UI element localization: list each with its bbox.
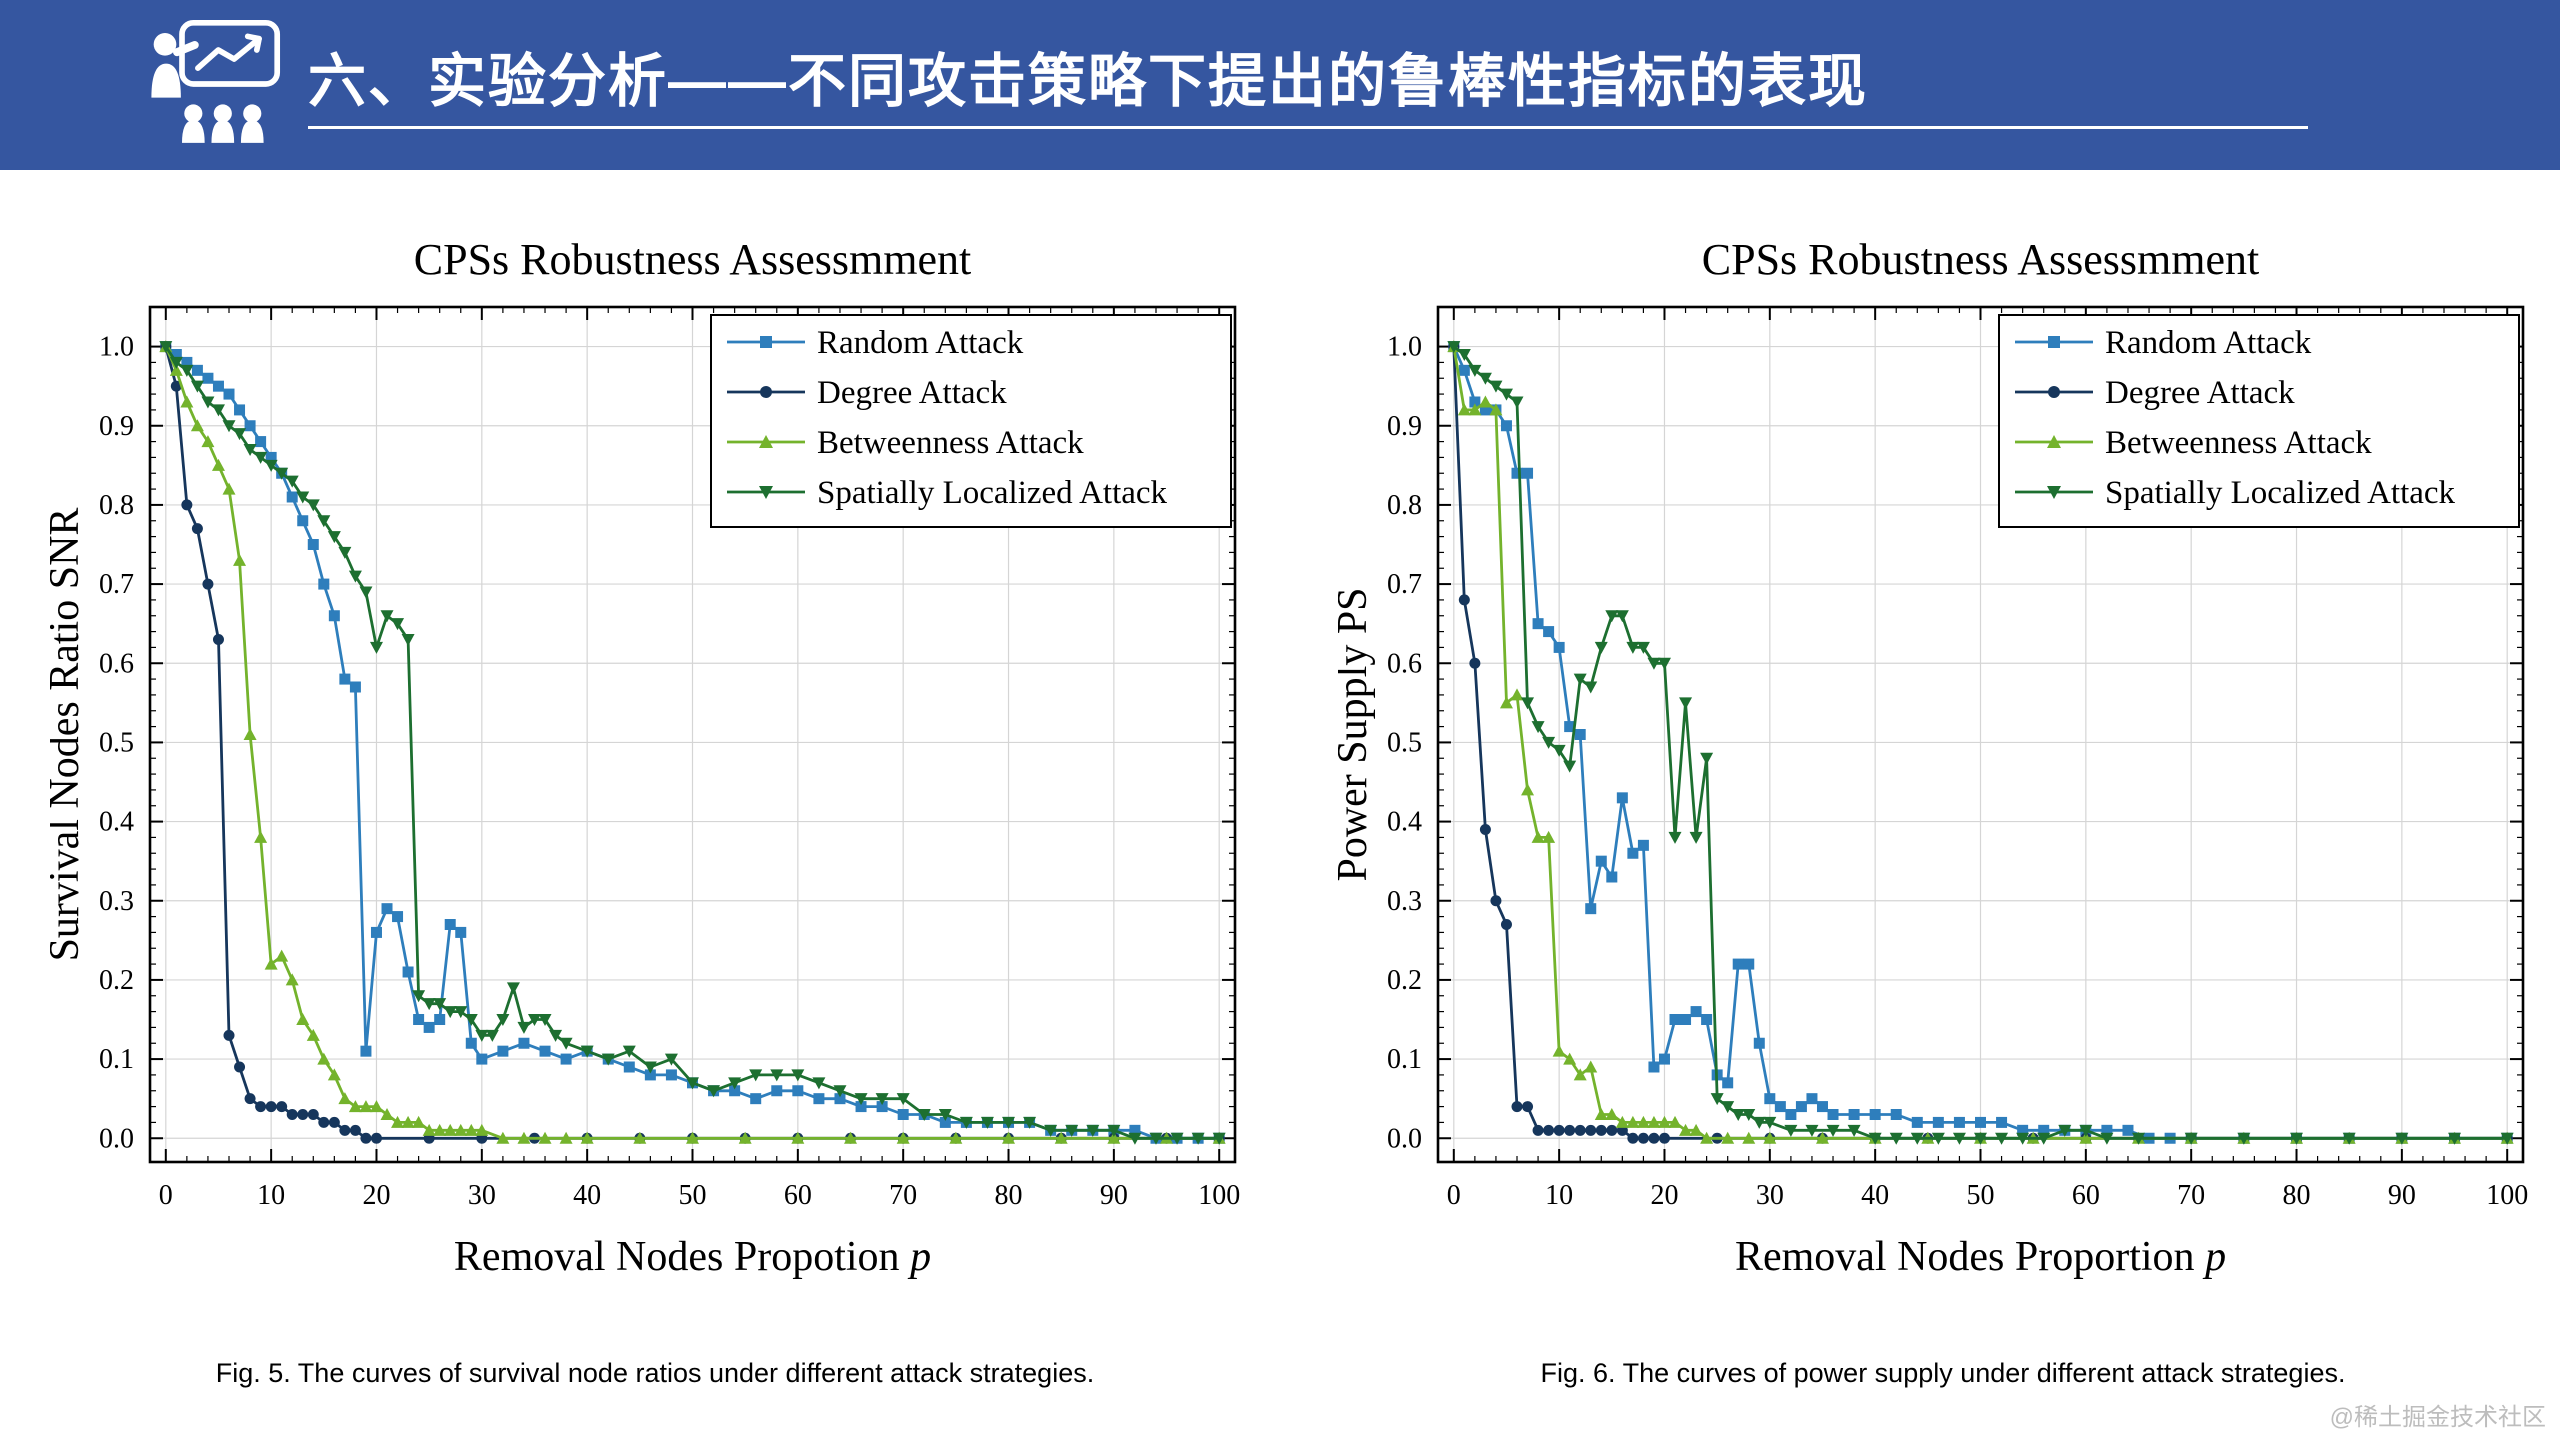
- series-betweenness-attack: [159, 340, 1226, 1144]
- y-axis-label: Power Supply PS: [1338, 587, 1376, 881]
- svg-text:0.2: 0.2: [99, 965, 134, 996]
- svg-text:0.3: 0.3: [99, 886, 134, 917]
- svg-text:20: 20: [1650, 1180, 1678, 1211]
- svg-text:0.3: 0.3: [1387, 886, 1422, 917]
- legend-label: Betweenness Attack: [2105, 425, 2372, 461]
- svg-text:50: 50: [1967, 1180, 1995, 1211]
- svg-text:0.6: 0.6: [1387, 648, 1422, 679]
- legend-label: Random Attack: [817, 325, 1024, 361]
- svg-text:0.0: 0.0: [99, 1123, 134, 1154]
- plot-border: [148, 305, 1237, 1164]
- svg-text:0.7: 0.7: [99, 569, 134, 600]
- legend-label: Spatially Localized Attack: [817, 475, 1168, 511]
- svg-text:90: 90: [2388, 1180, 2416, 1211]
- presenter-icon-svg: [151, 19, 281, 143]
- svg-text:10: 10: [1545, 1180, 1573, 1211]
- svg-text:70: 70: [2177, 1180, 2205, 1211]
- series-spatially-localized-attack: [1447, 341, 2514, 1145]
- svg-text:1.0: 1.0: [99, 332, 134, 363]
- watermark: @稀土掘金技术社区: [2329, 1404, 2546, 1431]
- svg-text:0.1: 0.1: [99, 1044, 134, 1075]
- presenter-icon: [148, 16, 284, 152]
- legend: Random Attack Degree Attack Betweenness At…: [1998, 314, 2520, 528]
- legend-label: Degree Attack: [2105, 375, 2295, 411]
- figure-power-supply: 0 10 20 30 40 50 60 70 80 90 100 0.0 0.1 0.2 0.3 0.4 0.5…: [1338, 222, 2548, 1389]
- svg-text:0.9: 0.9: [99, 411, 134, 442]
- svg-text:40: 40: [1861, 1180, 1889, 1211]
- svg-text:10: 10: [257, 1180, 285, 1211]
- svg-text:20: 20: [362, 1180, 390, 1211]
- svg-text:60: 60: [784, 1180, 812, 1211]
- svg-text:0.4: 0.4: [99, 807, 134, 838]
- svg-text:80: 80: [2283, 1180, 2311, 1211]
- svg-text:0.8: 0.8: [1387, 490, 1422, 521]
- series-spatially-localized-attack: [159, 341, 1226, 1145]
- chart-title: CPSs Robustness Assessmment: [1702, 235, 2259, 284]
- svg-text:40: 40: [573, 1180, 601, 1211]
- svg-text:50: 50: [679, 1180, 707, 1211]
- svg-text:30: 30: [1756, 1180, 1784, 1211]
- svg-text:80: 80: [995, 1180, 1023, 1211]
- chart-survival-nodes-ratio: 0 10 20 30 40 50 60 70 80 90 100 0.0 0.1 0.2 0.3 0.4 0.5…: [50, 222, 1260, 1302]
- legend: Random Attack Degree Attack Betweenness At…: [710, 314, 1232, 528]
- plot-border: [1436, 305, 2525, 1164]
- svg-text:0.5: 0.5: [99, 727, 134, 758]
- title-underline: [308, 126, 2308, 129]
- svg-text:0.9: 0.9: [1387, 411, 1422, 442]
- caption-fig5: Fig. 5. The curves of survival node rati…: [215, 1358, 1095, 1388]
- tick-labels: 0 10 20 30 40 50 60 70 80 90 100 0.0 0.1 0.2 0.3 0.4 0.5…: [1387, 332, 2528, 1211]
- svg-text:70: 70: [889, 1180, 917, 1211]
- header-bar: 六、实验分析——不同攻击策略下提出的鲁棒性指标的表现: [0, 0, 2560, 170]
- svg-text:30: 30: [468, 1180, 496, 1211]
- svg-text:0.5: 0.5: [1387, 727, 1422, 758]
- chart-title: CPSs Robustness Assessmment: [414, 235, 971, 284]
- figure-snr: 0 10 20 30 40 50 60 70 80 90 100 0.0 0.1 0.2 0.3 0.4 0.5…: [50, 222, 1260, 1389]
- svg-text:0.2: 0.2: [1387, 965, 1422, 996]
- svg-text:100: 100: [1198, 1180, 1240, 1211]
- svg-text:0: 0: [1447, 1180, 1461, 1211]
- legend-label: Degree Attack: [817, 375, 1007, 411]
- x-axis-label: Removal Nodes Proportion p: [1735, 1234, 2226, 1280]
- y-axis-label: Survival Nodes Ratio SNR: [50, 508, 88, 962]
- svg-text:0.4: 0.4: [1387, 807, 1422, 838]
- legend-label: Betweenness Attack: [817, 425, 1084, 461]
- svg-text:60: 60: [2072, 1180, 2100, 1211]
- chart-power-supply: 0 10 20 30 40 50 60 70 80 90 100 0.0 0.1 0.2 0.3 0.4 0.5…: [1338, 222, 2548, 1302]
- caption-fig6: Fig. 6. The curves of power supply under…: [1540, 1358, 2346, 1388]
- legend-label: Spatially Localized Attack: [2105, 475, 2456, 511]
- svg-text:90: 90: [1100, 1180, 1128, 1211]
- svg-text:100: 100: [2486, 1180, 2528, 1211]
- svg-text:0.1: 0.1: [1387, 1044, 1422, 1075]
- legend-label: Random Attack: [2105, 325, 2312, 361]
- svg-text:0.8: 0.8: [99, 490, 134, 521]
- x-axis-label: Removal Nodes Propotion p: [454, 1234, 931, 1280]
- svg-text:1.0: 1.0: [1387, 332, 1422, 363]
- svg-text:0.0: 0.0: [1387, 1123, 1422, 1154]
- tick-labels: 0 10 20 30 40 50 60 70 80 90 100 0.0 0.1 0.2 0.3 0.4 0.5…: [99, 332, 1240, 1211]
- svg-text:0: 0: [159, 1180, 173, 1211]
- slide-title: 六、实验分析——不同攻击策略下提出的鲁棒性指标的表现: [308, 49, 1869, 114]
- svg-text:0.7: 0.7: [1387, 569, 1422, 600]
- svg-text:0.6: 0.6: [99, 648, 134, 679]
